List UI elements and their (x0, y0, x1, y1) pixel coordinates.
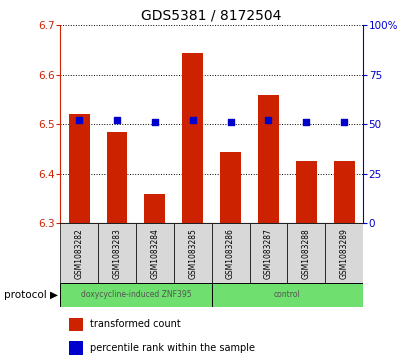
Text: percentile rank within the sample: percentile rank within the sample (90, 343, 256, 353)
Bar (144, 193, 165, 223)
Point (114, 118, 120, 123)
Bar (212, 283, 363, 307)
Bar (98, 223, 136, 283)
Bar (107, 132, 127, 223)
Point (265, 118, 272, 123)
Text: GSM1083288: GSM1083288 (302, 228, 311, 278)
Bar (325, 223, 363, 283)
Bar (287, 223, 325, 283)
Point (151, 119, 158, 125)
Bar (69, 114, 90, 223)
Text: GSM1083289: GSM1083289 (340, 228, 349, 279)
Bar (136, 223, 174, 283)
Point (227, 119, 234, 125)
Text: GSM1083285: GSM1083285 (188, 228, 197, 279)
Bar (212, 223, 249, 283)
Bar (60, 283, 212, 307)
Bar (334, 162, 354, 223)
Text: GSM1083287: GSM1083287 (264, 228, 273, 279)
Text: GSM1083282: GSM1083282 (75, 228, 83, 278)
Bar (174, 223, 212, 283)
Text: GSM1083284: GSM1083284 (150, 228, 159, 279)
Point (341, 119, 347, 125)
Point (189, 118, 196, 123)
Bar (249, 223, 287, 283)
Text: GSM1083283: GSM1083283 (112, 228, 122, 279)
Bar (69, 342, 83, 355)
Bar (220, 151, 241, 223)
Text: transformed count: transformed count (90, 319, 181, 330)
Point (303, 119, 310, 125)
Text: GSM1083286: GSM1083286 (226, 228, 235, 279)
Bar (258, 95, 279, 223)
Title: GDS5381 / 8172504: GDS5381 / 8172504 (142, 9, 282, 23)
Bar (69, 318, 83, 331)
Text: protocol ▶: protocol ▶ (4, 290, 58, 300)
Bar (296, 162, 317, 223)
Text: control: control (274, 290, 301, 299)
Bar (60, 223, 98, 283)
Bar (182, 53, 203, 223)
Point (76, 118, 83, 123)
Text: doxycycline-induced ZNF395: doxycycline-induced ZNF395 (81, 290, 191, 299)
